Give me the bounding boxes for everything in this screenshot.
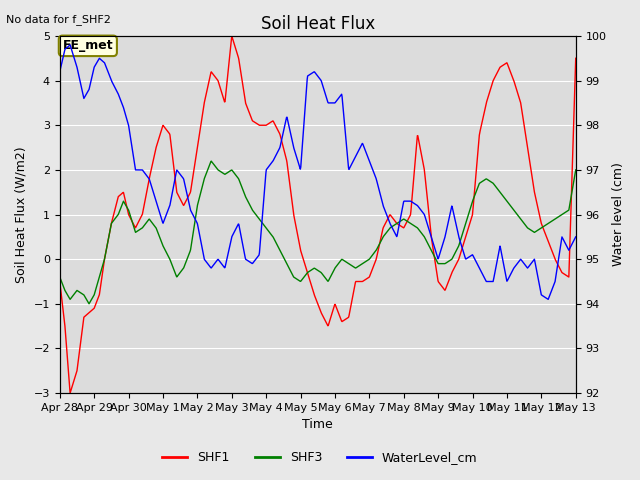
X-axis label: Time: Time <box>302 419 333 432</box>
Text: No data for f_SHF2: No data for f_SHF2 <box>6 14 111 25</box>
Legend: SHF1, SHF3, WaterLevel_cm: SHF1, SHF3, WaterLevel_cm <box>157 446 483 469</box>
Y-axis label: Soil Heat Flux (W/m2): Soil Heat Flux (W/m2) <box>15 146 28 283</box>
Title: Soil Heat Flux: Soil Heat Flux <box>260 15 375 33</box>
Y-axis label: Water level (cm): Water level (cm) <box>612 163 625 266</box>
Text: EE_met: EE_met <box>63 39 113 52</box>
